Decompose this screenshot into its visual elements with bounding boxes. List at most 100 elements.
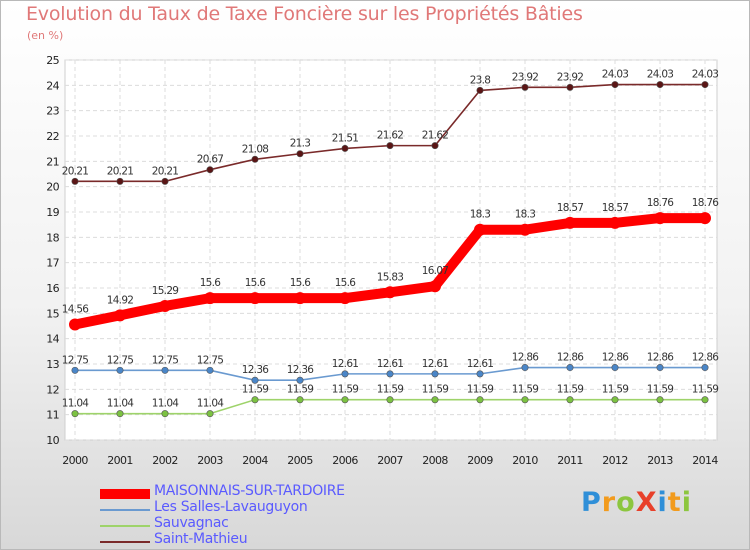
data-point: [296, 396, 304, 404]
y-tick-label: 18: [46, 231, 59, 244]
data-label: 12.86: [602, 352, 630, 364]
data-label: 23.8: [470, 74, 491, 86]
data-point: [609, 216, 621, 229]
data-point: [656, 364, 664, 372]
data-point: [611, 396, 619, 404]
data-label: 24.03: [602, 69, 629, 81]
logo-letter: t: [667, 487, 682, 518]
y-tick-label: 19: [46, 206, 59, 219]
data-label: 12.61: [332, 358, 359, 370]
data-point: [566, 396, 574, 404]
data-point: [611, 364, 619, 372]
data-point: [294, 292, 306, 305]
data-label: 11.59: [332, 384, 359, 396]
y-tick-label: 25: [46, 54, 59, 67]
data-point: [251, 155, 259, 163]
legend-label: Sauvagnac: [154, 515, 229, 531]
y-tick-label: 16: [46, 282, 59, 295]
y-tick-label: 22: [46, 130, 59, 143]
y-tick-label: 21: [46, 155, 59, 168]
x-tick-label: 2009: [467, 454, 493, 467]
data-label: 11.59: [467, 384, 494, 396]
data-label: 23.92: [557, 71, 584, 83]
data-label: 11.59: [377, 384, 404, 396]
data-label: 18.57: [557, 202, 584, 214]
data-point: [566, 364, 574, 372]
y-tick-label: 24: [46, 79, 59, 92]
y-tick-label: 20: [46, 181, 59, 194]
y-tick-label: 12: [46, 383, 59, 396]
data-label: 12.86: [557, 352, 585, 364]
logo-letter: o: [616, 487, 636, 518]
data-label: 21.51: [332, 132, 359, 144]
legend-swatch-les-salles: [100, 509, 150, 511]
data-point: [161, 177, 169, 185]
data-label: 11.04: [62, 398, 90, 410]
x-tick-label: 2011: [557, 454, 583, 467]
data-point: [701, 81, 709, 89]
data-label: 14.92: [107, 294, 134, 306]
data-label: 15.6: [200, 277, 222, 289]
logo-letter: i: [657, 487, 668, 518]
data-label: 14.56: [62, 303, 90, 315]
axes: 10 11 12 13 14 15 16 17 18 19 20 21 22 23 24 25 2000 2001…: [46, 54, 719, 467]
data-point: [384, 286, 396, 299]
data-label: 12.75: [107, 354, 134, 366]
data-label: 12.61: [377, 358, 404, 370]
data-label: 11.59: [242, 384, 269, 396]
data-label: 21.3: [290, 138, 311, 150]
data-point: [476, 86, 484, 94]
data-labels: 20.21 20.21 20.21 20.67 21.08 21.3 21.51 21.62 2…: [62, 69, 720, 410]
data-point: [206, 166, 214, 174]
data-point: [521, 364, 529, 372]
data-point: [161, 410, 169, 418]
data-label: 11.59: [287, 384, 314, 396]
data-point: [476, 370, 484, 378]
x-tick-label: 2000: [62, 454, 88, 467]
data-label: 15.83: [377, 271, 404, 283]
data-point: [71, 410, 79, 418]
data-point: [341, 370, 349, 378]
x-tick-label: 2005: [287, 454, 313, 467]
data-point: [431, 396, 439, 404]
x-tick-label: 2013: [647, 454, 673, 467]
data-label: 20.21: [62, 165, 89, 177]
data-label: 18.76: [692, 197, 720, 209]
data-point: [656, 81, 664, 89]
legend-swatch-maisonnais: [100, 489, 150, 499]
y-tick-label: 15: [46, 307, 59, 320]
data-point: [386, 142, 394, 150]
x-tick-label: 2010: [512, 454, 538, 467]
data-point: [656, 396, 664, 404]
data-label: 21.08: [242, 143, 269, 155]
data-point: [386, 370, 394, 378]
data-label: 15.6: [335, 277, 357, 289]
data-label: 23.92: [512, 71, 539, 83]
data-label: 16.07: [422, 265, 449, 277]
data-point: [431, 370, 439, 378]
data-label: 11.59: [692, 384, 719, 396]
data-label: 12.61: [467, 358, 494, 370]
data-point: [71, 177, 79, 185]
data-point: [116, 410, 124, 418]
data-point: [296, 376, 304, 384]
data-label: 11.59: [512, 384, 539, 396]
unit-label: (en %): [27, 29, 64, 42]
x-tick-label: 2003: [197, 454, 223, 467]
data-label: 18.3: [470, 209, 491, 221]
data-point: [431, 142, 439, 150]
data-label: 11.04: [107, 398, 135, 410]
legend-label: Les Salles-Lavauguyon: [154, 499, 308, 515]
data-point: [114, 309, 126, 322]
data-label: 20.21: [107, 165, 134, 177]
data-label: 20.21: [152, 165, 179, 177]
data-point: [429, 280, 441, 293]
data-point: [69, 318, 81, 331]
data-point: [204, 292, 216, 305]
x-tick-label: 2001: [107, 454, 133, 467]
data-point: [296, 150, 304, 158]
data-label: 24.03: [692, 69, 719, 81]
legend-label: MAISONNAIS-SUR-TARDOIRE: [154, 483, 345, 499]
x-tick-label: 2002: [152, 454, 178, 467]
